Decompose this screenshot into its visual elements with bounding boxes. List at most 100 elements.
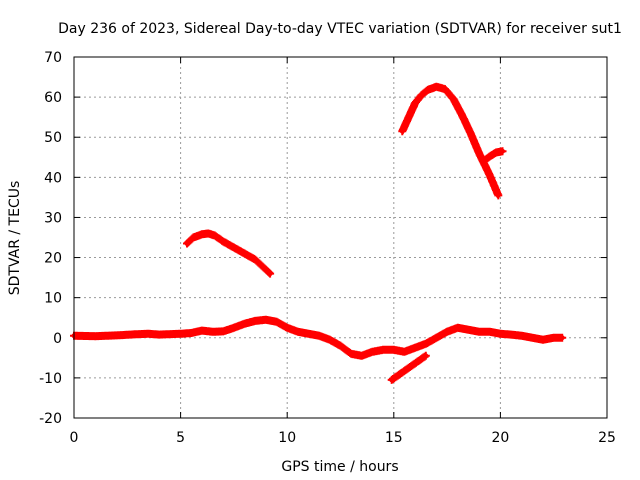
series-arc-c — [479, 147, 507, 166]
data-point — [348, 351, 354, 357]
y-tick-label: 20 — [44, 251, 62, 267]
x-tick-label: 5 — [176, 430, 185, 446]
data-point — [369, 349, 375, 355]
data-point — [476, 329, 482, 335]
series-arc-d — [387, 351, 430, 384]
x-tick-label: 10 — [278, 430, 296, 446]
data-point — [380, 347, 386, 353]
data-point — [480, 158, 486, 164]
data-point — [401, 349, 407, 355]
data-point — [493, 149, 499, 155]
data-point — [391, 347, 397, 353]
data-point — [455, 325, 461, 331]
data-point — [242, 251, 248, 257]
data-point — [433, 84, 439, 90]
data-point — [487, 172, 493, 178]
data-point — [397, 371, 403, 377]
data-point — [389, 377, 395, 383]
data-point — [423, 341, 429, 347]
series-baseline — [70, 315, 567, 360]
y-tick-label: 40 — [44, 170, 62, 186]
data-point — [274, 319, 280, 325]
data-point — [406, 114, 412, 120]
data-point — [231, 325, 237, 331]
data-point — [184, 241, 190, 247]
data-point — [559, 335, 565, 341]
data-point — [178, 331, 184, 337]
data-point — [423, 353, 429, 359]
y-tick-label: 70 — [44, 50, 62, 66]
data-point — [414, 359, 420, 365]
data-point — [359, 353, 365, 359]
y-tick-label: 60 — [44, 90, 62, 106]
x-tick-label: 15 — [385, 430, 403, 446]
data-point — [529, 335, 535, 341]
data-point — [114, 332, 120, 338]
data-point — [412, 345, 418, 351]
data-point — [508, 332, 514, 338]
data-point — [468, 130, 474, 136]
data-point — [495, 192, 501, 198]
data-point — [220, 239, 226, 245]
y-tick-label: 10 — [44, 291, 62, 307]
data-point — [425, 87, 431, 93]
data-points — [70, 82, 567, 384]
data-point — [252, 257, 258, 263]
y-axis-label: SDTVAR / TECUs — [7, 181, 23, 296]
data-point — [135, 331, 141, 337]
y-tick-label: 0 — [53, 331, 62, 347]
y-tick-label: 50 — [44, 130, 62, 146]
chart-title: Day 236 of 2023, Sidereal Day-to-day VTE… — [58, 21, 622, 37]
data-point — [212, 232, 218, 238]
data-point — [210, 329, 216, 335]
series-trace — [398, 82, 503, 200]
data-point — [412, 100, 418, 106]
data-point — [406, 365, 412, 371]
data-point — [540, 337, 546, 343]
data-point — [252, 318, 258, 324]
data-point — [419, 92, 425, 98]
series-arc-b — [398, 82, 503, 200]
x-axis-label: GPS time / hours — [281, 459, 398, 475]
data-point — [338, 343, 343, 349]
y-tick-label: -10 — [39, 371, 62, 387]
series-trace — [183, 229, 275, 278]
data-point — [295, 329, 301, 335]
x-tick-label: 0 — [70, 430, 79, 446]
x-tick-label: 25 — [598, 430, 616, 446]
axes — [73, 56, 608, 419]
data-point — [519, 333, 525, 339]
data-point — [190, 235, 196, 240]
data-point — [465, 327, 471, 333]
data-point — [199, 231, 205, 237]
data-point — [156, 332, 162, 338]
series-arc-a — [183, 229, 275, 278]
data-point — [284, 325, 290, 331]
data-point — [487, 329, 493, 335]
data-point — [263, 267, 269, 273]
data-point — [306, 331, 312, 337]
data-point — [220, 328, 226, 334]
data-point — [500, 148, 506, 154]
data-point — [551, 335, 557, 341]
data-point — [487, 153, 493, 159]
data-point — [497, 331, 503, 337]
data-point — [231, 245, 237, 251]
x-tick-label: 20 — [491, 430, 509, 446]
data-point — [433, 335, 439, 341]
tick-labels: 0 5 10 15 20 25 -20 -10 0 10 20 30 40 50 60 70 — [39, 50, 616, 446]
data-point — [92, 333, 98, 339]
data-point — [399, 128, 405, 134]
data-point — [459, 112, 465, 118]
data-point — [199, 328, 205, 334]
data-point — [316, 333, 322, 339]
data-point — [205, 230, 211, 236]
data-point — [267, 271, 273, 277]
grid-lines — [74, 57, 607, 418]
data-point — [327, 337, 333, 343]
data-point — [146, 331, 152, 337]
y-tick-label: -20 — [39, 411, 62, 427]
data-point — [444, 329, 450, 335]
data-point — [188, 330, 194, 336]
